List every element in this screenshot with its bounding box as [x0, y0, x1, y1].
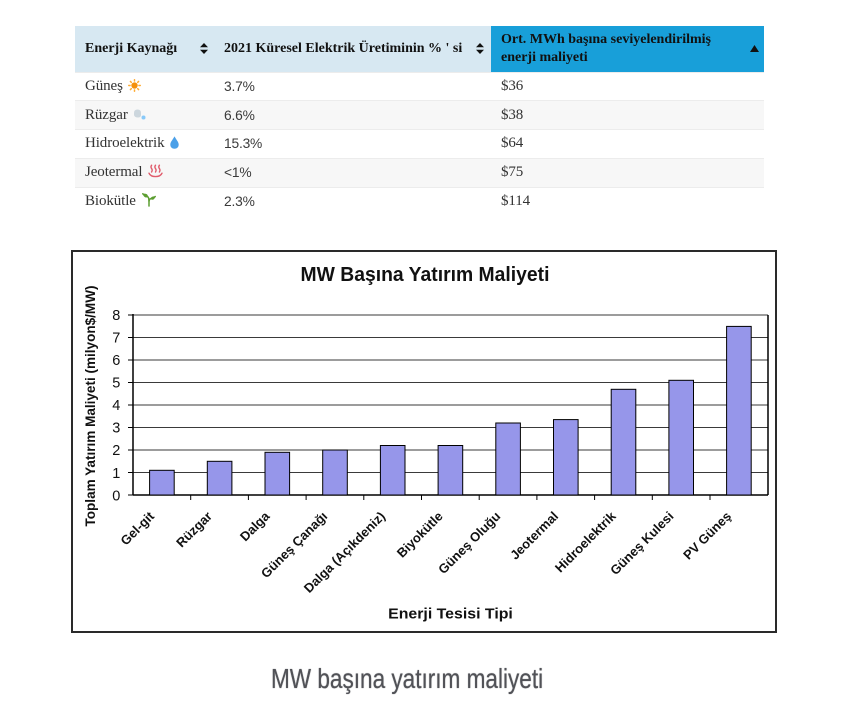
svg-text:5: 5 — [112, 376, 120, 392]
svg-text:3: 3 — [112, 421, 120, 437]
svg-text:6: 6 — [112, 353, 120, 369]
svg-text:Enerji Tesisi Tipi: Enerji Tesisi Tipi — [388, 607, 513, 623]
svg-text:0: 0 — [112, 488, 120, 504]
svg-text:Toplam Yatırım Maliyeti (milyo: Toplam Yatırım Maliyeti (milyon$/MW) — [82, 286, 98, 527]
svg-text:MW Başına Yatırım Maliyeti: MW Başına Yatırım Maliyeti — [301, 264, 550, 286]
svg-text:1: 1 — [112, 466, 120, 482]
svg-text:7: 7 — [112, 331, 120, 347]
svg-text:8: 8 — [112, 308, 120, 324]
svg-text:4: 4 — [112, 398, 120, 414]
svg-text:2: 2 — [112, 443, 120, 459]
